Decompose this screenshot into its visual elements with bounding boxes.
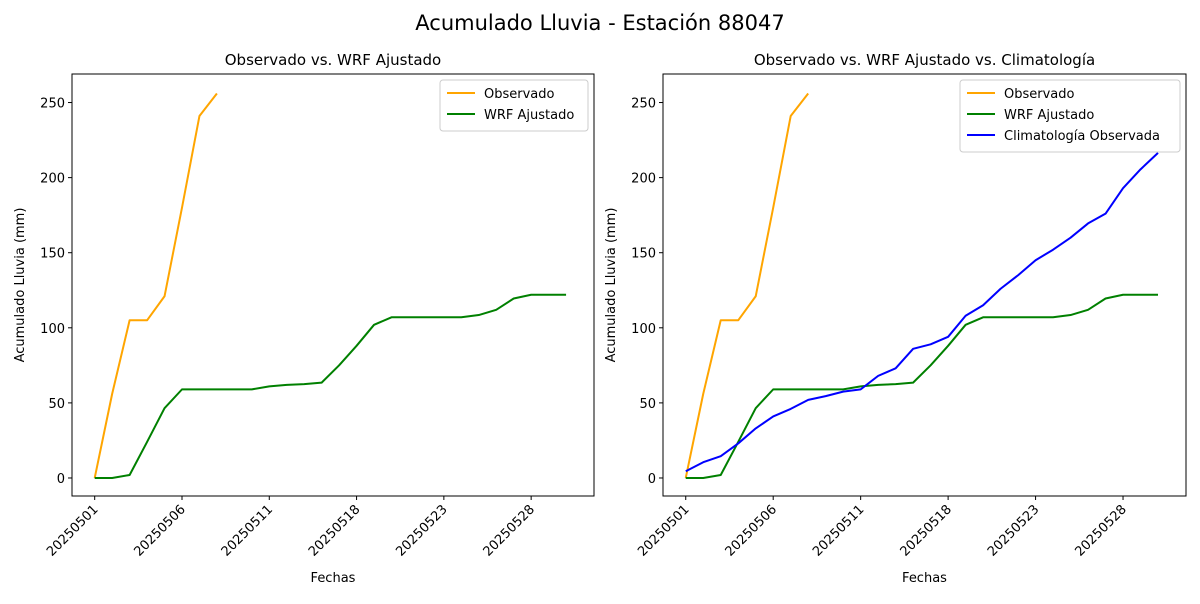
- chart2-xtick-label-1: 20250506: [723, 502, 780, 559]
- chart1-ytick-label-5: 250: [40, 97, 65, 112]
- chart1-ylabel: Acumulado Lluvia (mm): [13, 208, 28, 363]
- chart2-legend-box: [959, 79, 1181, 153]
- chart2-legend-label-2: WRF Ajustado: [1004, 108, 1094, 123]
- chart1-ytick-label-3: 150: [40, 247, 65, 262]
- chart1-xlabel: Fechas: [311, 571, 356, 586]
- chart2-series-line-2: [685, 293, 1159, 479]
- chart2-ytick-label-1: 50: [639, 397, 656, 412]
- chart1-series-line-1: [93, 92, 218, 479]
- chart2-series-line-1: [684, 92, 809, 479]
- chart2-ytick-label-0: 0: [648, 472, 656, 487]
- chart1-title: Observado vs. WRF Ajustado: [225, 51, 441, 69]
- chart1-xtick-label-2: 20250511: [219, 502, 276, 559]
- chart1-ytick-label-0: 0: [57, 472, 65, 487]
- chart1-ytick-label-1: 50: [48, 397, 65, 412]
- chart1-xtick-label-5: 20250528: [481, 502, 538, 559]
- figure-title: Acumulado Lluvia - Estación 88047: [415, 11, 784, 35]
- chart1-series-line-2: [94, 293, 567, 479]
- chart2-xtick-label-2: 20250511: [810, 502, 867, 559]
- chart1-legend-box: [439, 79, 589, 132]
- chart2-axes-frame: [662, 73, 1187, 497]
- chart2-ytick-label-4: 200: [631, 172, 656, 187]
- chart1-group: Observado vs. WRF Ajustado 0 50 100 150 200 25…: [13, 51, 595, 586]
- chart2-xtick-label-0: 20250501: [635, 502, 692, 559]
- chart1-legend-label-1: Observado: [484, 87, 555, 102]
- chart1-ytick-label-4: 200: [40, 172, 65, 187]
- chart1-xtick-label-4: 20250523: [393, 502, 450, 559]
- chart2-ylabel: Acumulado Lluvia (mm): [604, 208, 619, 363]
- chart2-xtick-label-4: 20250523: [985, 502, 1042, 559]
- chart1-axes-frame: [71, 73, 595, 497]
- chart2-series-line-3: [685, 152, 1159, 473]
- chart2-ytick-label-5: 250: [631, 97, 656, 112]
- chart1-legend-label-2: WRF Ajustado: [484, 108, 574, 123]
- chart1-xtick-label-1: 20250506: [131, 502, 188, 559]
- chart2-xtick-label-5: 20250528: [1072, 502, 1129, 559]
- chart1-xtick-label-3: 20250518: [306, 502, 363, 559]
- chart2-xlabel: Fechas: [902, 571, 947, 586]
- chart2-lines: [684, 92, 1159, 479]
- chart2-ytick-label-2: 100: [631, 322, 656, 337]
- chart1-xtick-label-0: 20250501: [44, 502, 101, 559]
- chart2-ytick-label-3: 150: [631, 247, 656, 262]
- chart2-title: Observado vs. WRF Ajustado vs. Climatolo…: [754, 51, 1095, 69]
- chart1-lines: [93, 92, 567, 479]
- chart2-group: Observado vs. WRF Ajustado vs. Climatolo…: [604, 51, 1187, 586]
- chart1-ytick-label-2: 100: [40, 322, 65, 337]
- chart2-legend-label-1: Observado: [1004, 87, 1075, 102]
- chart2-legend-label-3: Climatología Observada: [1004, 129, 1160, 144]
- chart2-xtick-label-3: 20250518: [898, 502, 955, 559]
